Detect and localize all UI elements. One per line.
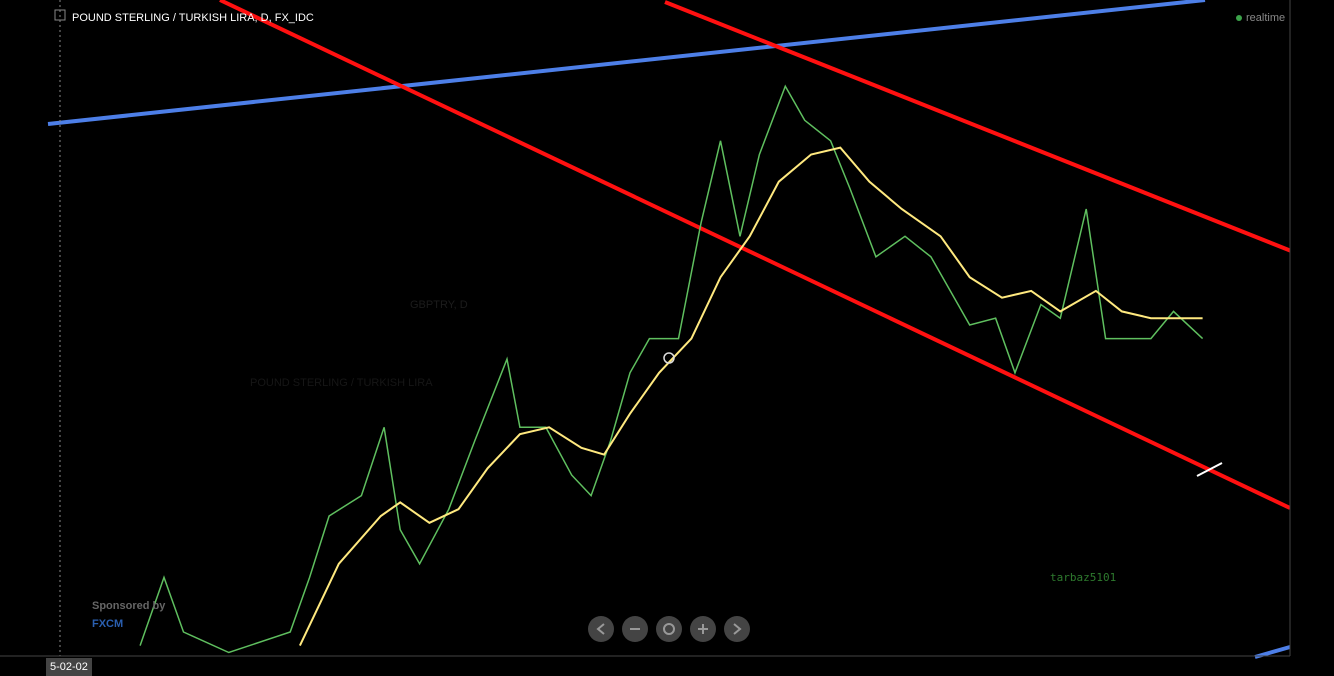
cursor-label: 5-02-02: [50, 661, 88, 673]
nav-button[interactable]: [656, 616, 682, 642]
sponsor-caption: Sponsored by: [92, 600, 166, 612]
series: [139, 84, 1204, 654]
nav-icons: [596, 623, 742, 635]
price-line: [139, 84, 1204, 654]
sponsor: FXCM: [92, 618, 123, 630]
status-dot: [1236, 15, 1242, 21]
trend-line: [1254, 645, 1291, 659]
watermark-subtitle: POUND STERLING / TURKISH LIRA: [250, 377, 433, 389]
navigation: [588, 616, 750, 642]
chart-title: POUND STERLING / TURKISH LIRA, D, FX_IDC: [72, 12, 314, 24]
watermark: GBPTRY, D: [410, 299, 468, 311]
nav-button[interactable]: [724, 616, 750, 642]
ema-line: [298, 146, 1203, 647]
nav-icon: [663, 623, 675, 635]
cursor-point: [663, 352, 675, 364]
collapse-icon[interactable]: [54, 9, 66, 21]
status: realtime: [1246, 12, 1285, 24]
trend-line: [664, 0, 1334, 270]
price-axis: [1290, 0, 1334, 676]
nav-button[interactable]: [588, 616, 614, 642]
cursor-label-box: [46, 658, 92, 676]
trend-line: [47, 0, 1206, 126]
trend-line: [1196, 462, 1223, 477]
trend-line: [219, 0, 1291, 510]
signature: tarbaz5101: [1050, 571, 1116, 584]
